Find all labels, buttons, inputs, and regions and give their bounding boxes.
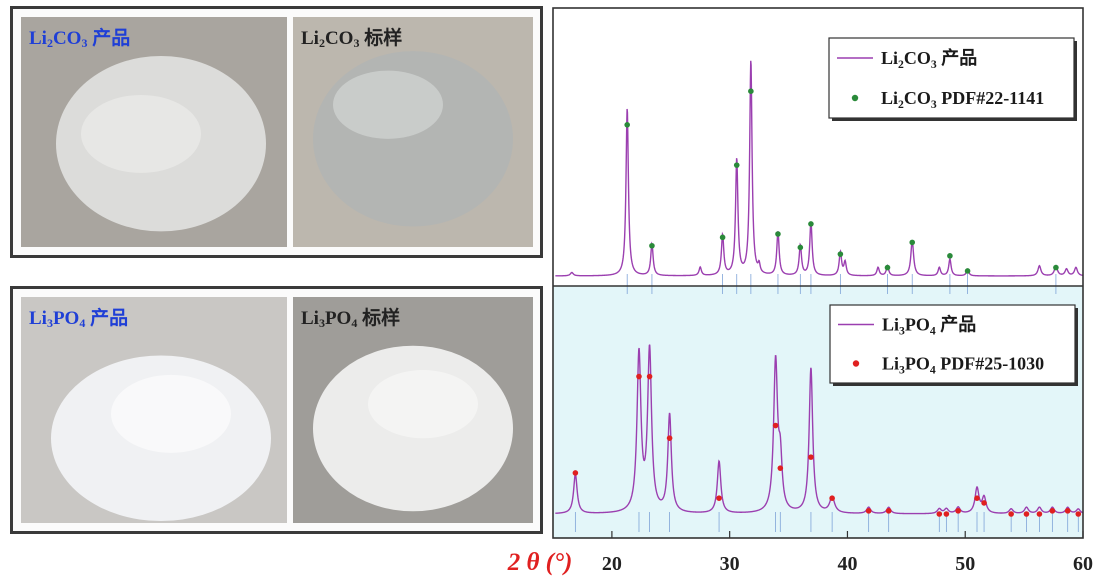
bottom-legend-marker-swatch	[852, 360, 860, 367]
top-legend-marker-swatch	[851, 94, 859, 102]
top-photo-panel: Li2CO3 产品 Li2CO3 标样	[10, 6, 543, 258]
bottom-legend-label: Li3PO4 PDF#25-1030	[882, 354, 1044, 377]
powder-image	[21, 297, 287, 523]
top-marker	[909, 239, 916, 246]
top-marker	[649, 242, 655, 249]
bottom-marker	[646, 373, 653, 380]
powder-image	[293, 297, 533, 523]
x-tick-label: 50	[955, 553, 975, 575]
bottom-marker	[1064, 508, 1071, 514]
bottom-marker	[572, 470, 579, 476]
bottom-marker	[974, 495, 980, 502]
bottom-marker	[1008, 511, 1014, 517]
bottom-marker	[808, 454, 814, 460]
bottom-marker	[829, 495, 835, 502]
top-marker	[733, 162, 740, 168]
li2co3-standard-photo: Li2CO3 标样	[293, 17, 533, 247]
photo-label: Li2CO3 标样	[301, 28, 403, 50]
bottom-marker	[1049, 508, 1056, 514]
bottom-marker	[865, 508, 872, 514]
top-marker	[947, 253, 953, 259]
bottom-marker	[981, 500, 987, 506]
top-legend-label: Li2CO3 产品	[881, 47, 977, 71]
top-marker	[964, 268, 971, 274]
top-marker	[837, 251, 844, 257]
bottom-marker	[936, 511, 943, 517]
powder-image	[21, 17, 287, 247]
top-legend-box	[828, 37, 1075, 119]
bottom-marker	[636, 373, 642, 380]
top-marker	[808, 221, 814, 227]
photo-label: Li2CO3 产品	[29, 28, 131, 50]
x-tick-label: 60	[1073, 553, 1093, 575]
bottom-marker	[943, 511, 950, 517]
bottom-marker	[885, 508, 892, 514]
plot-frame	[552, 7, 1084, 539]
bottom-marker	[777, 465, 784, 471]
top-legend-label: Li2CO3 PDF#22-1141	[881, 88, 1044, 111]
photo-label: Li3PO4 产品	[29, 308, 129, 330]
bottom-pattern-line	[555, 344, 1084, 515]
li3po4-standard-photo: Li3PO4 标样	[293, 297, 533, 523]
powder-image	[293, 17, 533, 247]
bottom-marker	[955, 508, 961, 514]
bottom-marker	[666, 435, 673, 441]
li2co3-product-photo: Li2CO3 产品	[21, 17, 287, 247]
bottom-marker	[1023, 511, 1030, 517]
x-tick-label: 40	[837, 553, 857, 575]
top-marker	[797, 244, 804, 251]
bottom-marker	[1036, 511, 1043, 517]
bottom-legend-box	[829, 304, 1076, 384]
top-marker	[775, 231, 781, 237]
top-marker	[1053, 264, 1059, 271]
top-pattern-line	[555, 60, 1083, 277]
bottom-marker	[1075, 511, 1082, 517]
li3po4-product-photo: Li3PO4 产品	[21, 297, 287, 523]
x-tick-label: 30	[720, 553, 740, 575]
top-marker	[748, 88, 754, 94]
bottom-photo-panel: Li3PO4 产品 Li3PO4 标样	[10, 286, 543, 534]
bottom-legend-label: Li3PO4 产品	[882, 314, 976, 338]
bottom-marker	[716, 495, 722, 502]
bottom-marker	[772, 422, 779, 429]
top-marker	[624, 122, 630, 128]
x-tick-label: 20	[602, 553, 622, 575]
x-axis-title: 2 θ (°)	[507, 549, 573, 576]
top-marker	[884, 264, 891, 271]
photo-label: Li3PO4 标样	[301, 308, 401, 330]
top-marker	[719, 234, 726, 241]
